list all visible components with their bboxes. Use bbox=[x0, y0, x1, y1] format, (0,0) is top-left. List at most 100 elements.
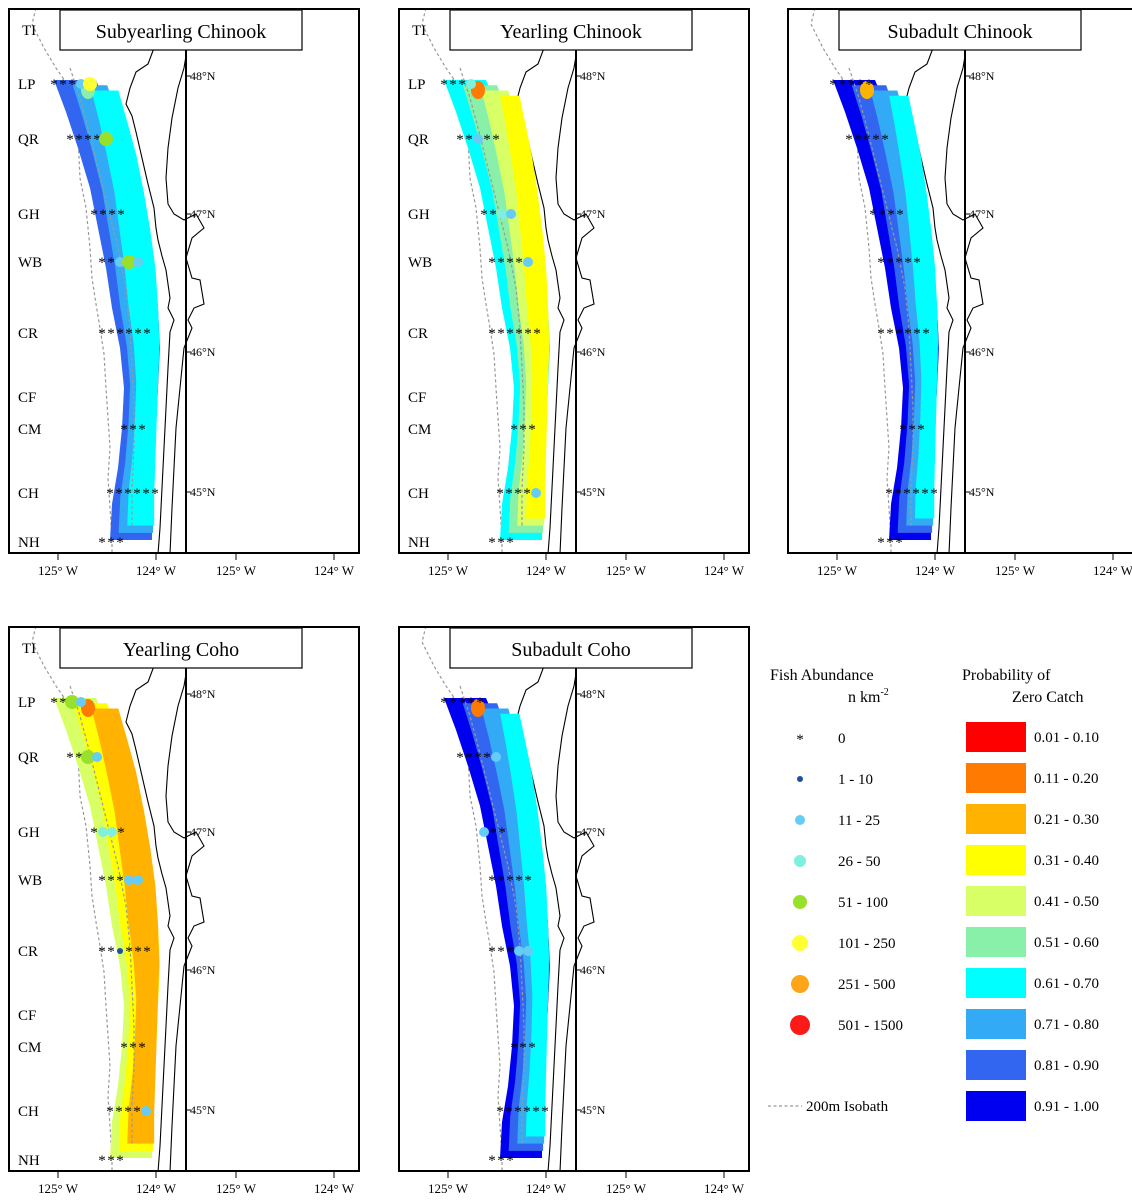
station-zero-catch: * bbox=[514, 1104, 522, 1120]
station-zero-catch: * bbox=[133, 486, 141, 502]
lat-tick-label: 47°N bbox=[190, 825, 216, 839]
station-zero-catch: * bbox=[467, 695, 475, 711]
station-zero-catch: * bbox=[489, 207, 497, 223]
station-zero-catch: * bbox=[465, 750, 473, 766]
station-zero-catch: * bbox=[59, 695, 67, 711]
map-panel-yearling-chinook: * * ** * * ** ** * * ** * * * * ** * ** * * ** * *TILPQRGHWBC… bbox=[398, 8, 750, 578]
station-zero-catch: * bbox=[524, 873, 532, 889]
lat-tick-label: 47°N bbox=[580, 825, 606, 839]
panel-title: Yearling Chinook bbox=[500, 21, 642, 43]
probability-swatch bbox=[966, 1091, 1026, 1121]
probability-class-label: 0.41 - 0.50 bbox=[1034, 894, 1099, 910]
site-label-cm: CM bbox=[18, 1040, 41, 1056]
station-zero-catch: * bbox=[863, 132, 871, 148]
station-zero-catch: * bbox=[465, 132, 473, 148]
station-catch-dot bbox=[124, 875, 134, 885]
lon-tick-label: 125° W bbox=[606, 563, 647, 578]
site-label-lp: LP bbox=[18, 695, 36, 711]
station-zero-catch: * bbox=[138, 422, 146, 438]
station-zero-catch: * bbox=[98, 873, 106, 889]
site-label-gh: GH bbox=[408, 207, 430, 223]
station-zero-catch: * bbox=[151, 486, 159, 502]
station-zero-catch: * bbox=[98, 326, 106, 342]
panel-frame bbox=[787, 8, 1132, 554]
lon-tick-label: 125° W bbox=[38, 563, 79, 578]
site-label-cr: CR bbox=[18, 326, 38, 342]
station-zero-catch: * bbox=[917, 422, 925, 438]
station-zero-catch: * bbox=[107, 535, 115, 551]
station-zero-catch: * bbox=[488, 944, 496, 960]
station-zero-catch: * bbox=[886, 535, 894, 551]
station-zero-catch: * bbox=[532, 1104, 540, 1120]
station-zero-catch: * bbox=[474, 750, 482, 766]
station-zero-catch: * bbox=[106, 486, 114, 502]
isobath-line bbox=[31, 626, 113, 1172]
abundance-class-label: 51 - 100 bbox=[838, 895, 888, 911]
station-zero-catch: * bbox=[506, 326, 514, 342]
site-label-ch: CH bbox=[408, 486, 429, 502]
abundance-symbol-dot bbox=[797, 776, 803, 782]
map-panel-subadult-chinook: * * * * ** * * * ** * * ** * * * ** * * * * ** * ** * * * * ** * *48°… bbox=[787, 8, 1132, 578]
station-zero-catch: * bbox=[497, 535, 505, 551]
station-zero-catch: * bbox=[99, 207, 107, 223]
station-zero-catch: * bbox=[116, 326, 124, 342]
abundance-symbol-dot bbox=[791, 975, 809, 993]
station-zero-catch: * bbox=[497, 255, 505, 271]
station-zero-catch: * bbox=[904, 255, 912, 271]
abundance-symbol-dot bbox=[794, 855, 806, 867]
probability-swatch bbox=[966, 1009, 1026, 1039]
panel-title: Yearling Coho bbox=[123, 639, 239, 661]
station-zero-catch: * bbox=[68, 77, 76, 93]
station-catch-dot bbox=[466, 79, 476, 89]
station-zero-catch: * bbox=[134, 326, 142, 342]
panel-title: Subyearling Chinook bbox=[96, 21, 267, 43]
lon-tick-label: 124° W bbox=[314, 563, 355, 578]
probability-class-label: 0.81 - 0.90 bbox=[1034, 1058, 1099, 1074]
station-zero-catch: * bbox=[142, 486, 150, 502]
station-zero-catch: * bbox=[449, 77, 457, 93]
lat-tick-label: 45°N bbox=[190, 1103, 216, 1117]
station-zero-catch: * bbox=[124, 1104, 132, 1120]
station-zero-catch: * bbox=[129, 422, 137, 438]
station-zero-catch: * bbox=[115, 1104, 123, 1120]
station-zero-catch: * bbox=[117, 207, 125, 223]
station-zero-catch: * bbox=[881, 132, 889, 148]
station-zero-catch: * bbox=[488, 326, 496, 342]
probability-swatch bbox=[966, 845, 1026, 875]
station-zero-catch: * bbox=[505, 486, 513, 502]
station-zero-catch: * bbox=[59, 77, 67, 93]
probability-class-label: 0.61 - 0.70 bbox=[1034, 976, 1099, 992]
site-label-ti: TI bbox=[22, 641, 36, 657]
station-zero-catch: * bbox=[519, 1040, 527, 1056]
lon-tick-label: 124° W bbox=[526, 563, 567, 578]
station-zero-catch: * bbox=[66, 132, 74, 148]
station-zero-catch: * bbox=[129, 1040, 137, 1056]
station-zero-catch: * bbox=[117, 825, 125, 841]
station-zero-catch: * bbox=[895, 535, 903, 551]
lat-tick-label: 45°N bbox=[969, 485, 995, 499]
station-zero-catch: * bbox=[886, 326, 894, 342]
station-zero-catch: * bbox=[497, 944, 505, 960]
station-zero-catch: * bbox=[106, 1104, 114, 1120]
station-zero-catch: * bbox=[98, 535, 106, 551]
station-catch-dot bbox=[98, 827, 108, 837]
station-zero-catch: * bbox=[125, 944, 133, 960]
lat-tick-label: 45°N bbox=[580, 1103, 606, 1117]
legend: Fish Abundance n km-2 * 0 1 - 10 11 - 25 26 - … bbox=[768, 667, 1099, 1121]
panel-title-box bbox=[838, 9, 1082, 51]
station-zero-catch: * bbox=[523, 1104, 531, 1120]
station-zero-catch: * bbox=[449, 695, 457, 711]
abundance-symbol-dot bbox=[790, 1015, 810, 1035]
lon-tick-label: 124° W bbox=[136, 1181, 177, 1196]
abundance-symbol-dot bbox=[792, 935, 808, 951]
station-zero-catch: * bbox=[877, 535, 885, 551]
station-zero-catch: * bbox=[505, 1104, 513, 1120]
site-label-wb: WB bbox=[18, 255, 42, 271]
site-label-lp: LP bbox=[408, 77, 426, 93]
station-zero-catch: * bbox=[899, 422, 907, 438]
station-catch-dot bbox=[523, 257, 533, 267]
coastline bbox=[515, 8, 565, 554]
lat-tick-label: 48°N bbox=[969, 69, 995, 83]
abundance-class-label: 26 - 50 bbox=[838, 854, 881, 870]
